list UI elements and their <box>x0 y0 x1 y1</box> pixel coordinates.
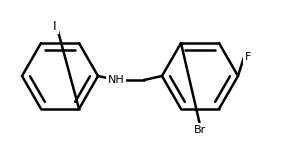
Text: Br: Br <box>194 125 206 135</box>
Text: NH: NH <box>108 75 124 85</box>
Text: I: I <box>53 19 57 33</box>
Text: F: F <box>245 52 251 62</box>
